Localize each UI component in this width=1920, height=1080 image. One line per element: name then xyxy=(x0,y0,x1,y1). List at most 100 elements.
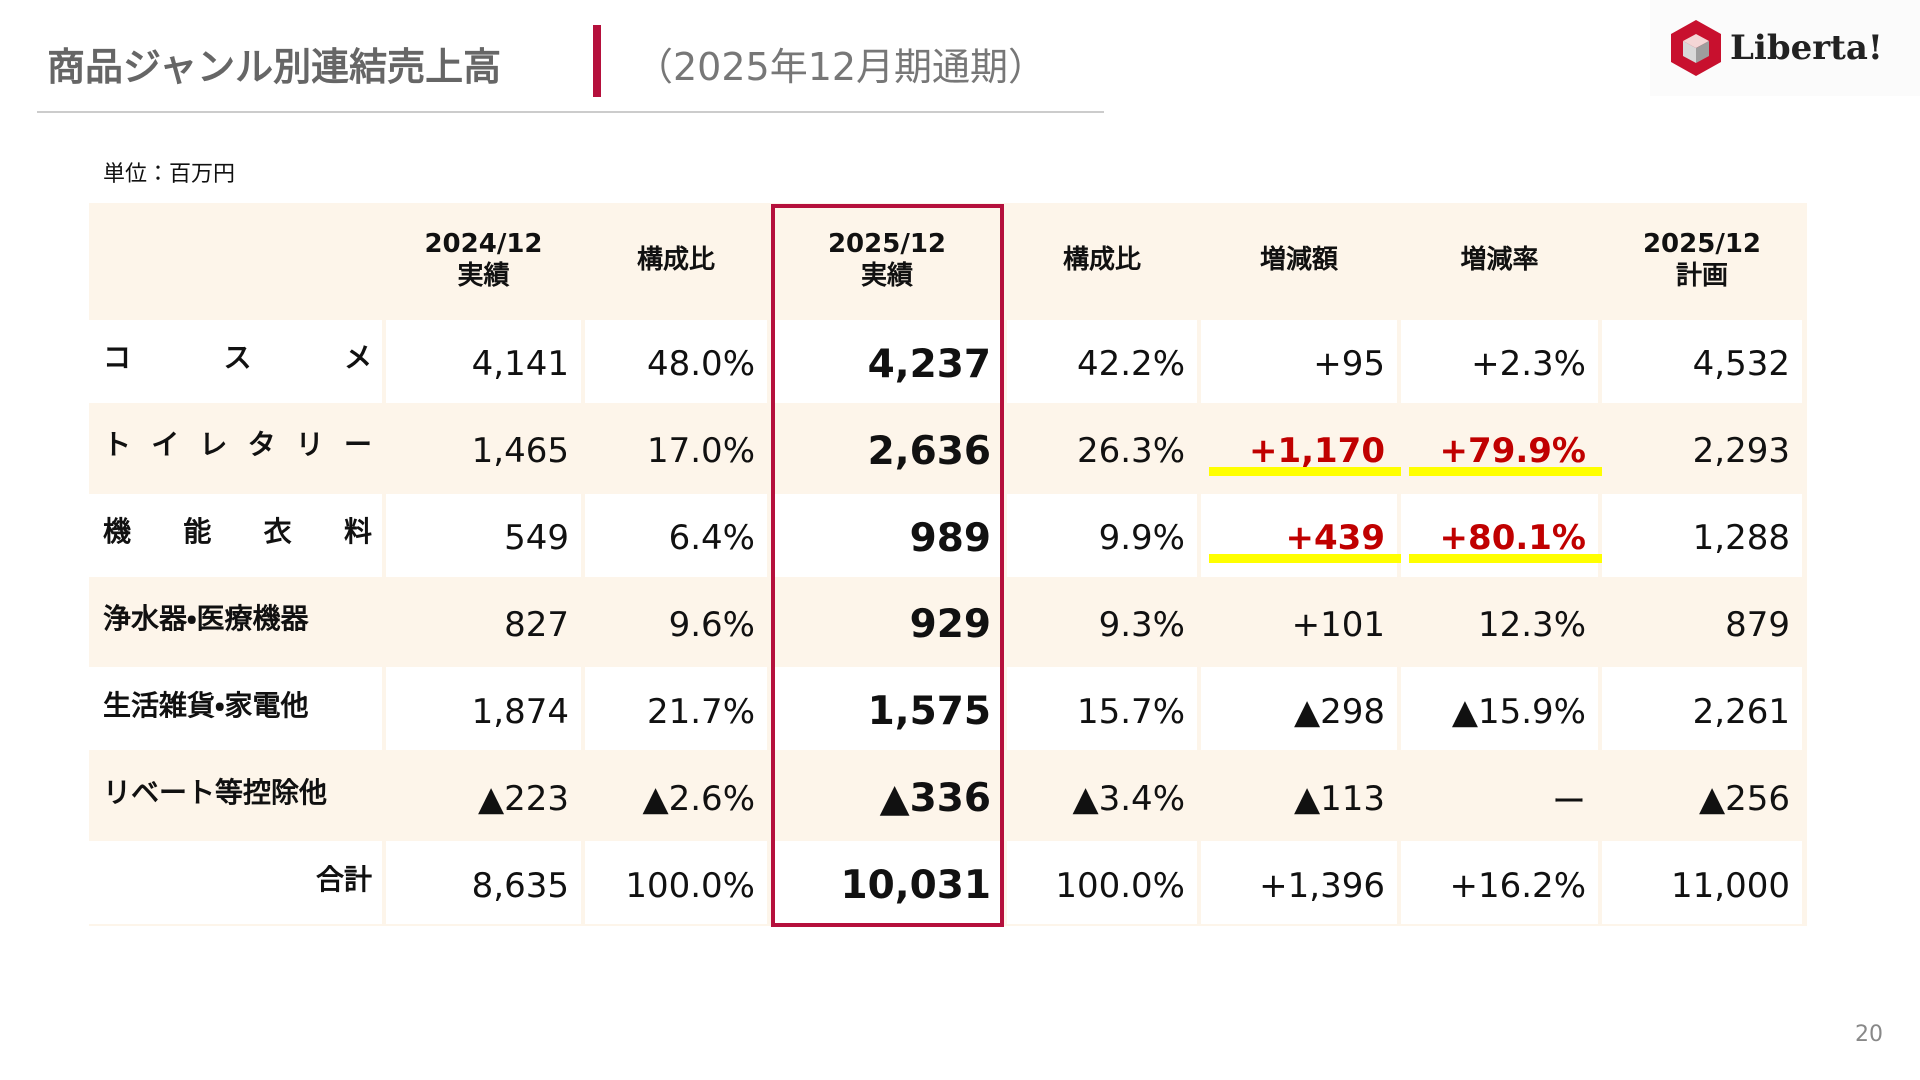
table-cell: +439 xyxy=(1201,493,1403,577)
cell-text: ▲113 xyxy=(1293,778,1385,819)
header-text: 2025/12 xyxy=(1642,229,1762,260)
row-label: 合計 xyxy=(89,841,382,924)
table-cell: 6.4% xyxy=(585,493,767,577)
cell-text: 合計 xyxy=(315,862,372,896)
table-cell: ▲298 xyxy=(1201,667,1397,751)
title-bar xyxy=(593,25,601,97)
row-label: 機能衣料 xyxy=(89,493,382,577)
cell-text: 827 xyxy=(504,604,569,645)
table-cell: ▲256 xyxy=(1602,754,1802,838)
table-cell: 989 xyxy=(771,493,1003,577)
table-cell: +79.9% xyxy=(1401,406,1604,490)
table-cell: +2.3% xyxy=(1401,320,1598,403)
cell-text: 549 xyxy=(504,518,569,559)
table-cell: 2,261 xyxy=(1602,667,1802,751)
table-cell: 879 xyxy=(1602,580,1802,664)
header-cell: 構成比 xyxy=(1007,205,1197,316)
header-cell xyxy=(89,205,382,316)
header-text: 構成比 xyxy=(1062,244,1141,275)
table-cell: ▲336 xyxy=(771,754,1003,838)
table-cell: 12.3% xyxy=(1401,580,1598,664)
cell-text: 9.3% xyxy=(1098,604,1185,645)
cell-text: +439 xyxy=(1285,518,1385,559)
table-cell: +101 xyxy=(1201,580,1397,664)
table-cell: 9.6% xyxy=(585,580,767,664)
cell-text: 1,575 xyxy=(867,689,991,735)
cell-text: +1,396 xyxy=(1259,865,1385,906)
table-cell: 827 xyxy=(386,580,581,664)
cell-text: +2.3% xyxy=(1471,344,1586,385)
table-cell: ▲113 xyxy=(1201,754,1397,838)
table-cell: +95 xyxy=(1201,320,1397,403)
table-cell: 1,874 xyxy=(386,667,581,751)
cell-text: 42.2% xyxy=(1076,344,1185,385)
cell-text: 2,293 xyxy=(1692,431,1790,472)
title-rule xyxy=(37,111,1104,113)
cell-text: 15.7% xyxy=(1076,691,1185,732)
cell-text: 浄水器・医療機器 xyxy=(103,601,309,635)
cell-text: 9.6% xyxy=(668,604,755,645)
row-label: 生活雑貨・家電他 xyxy=(89,667,382,751)
table-cell: 1,465 xyxy=(386,406,581,490)
cell-text: ▲336 xyxy=(879,776,991,822)
table-cell: 17.0% xyxy=(585,406,767,490)
table-cell: 2,293 xyxy=(1602,406,1802,490)
cell-text: 4,141 xyxy=(471,344,569,385)
cell-text: 4,237 xyxy=(867,341,991,387)
cell-text: +1,170 xyxy=(1248,431,1385,472)
header-text: 計画 xyxy=(1675,260,1728,291)
table-cell: ー xyxy=(1401,754,1598,838)
cell-text: +16.2% xyxy=(1449,865,1587,906)
table-cell: +16.2% xyxy=(1401,841,1598,924)
cell-text: +80.1% xyxy=(1439,518,1586,559)
cell-text: ▲256 xyxy=(1698,778,1790,819)
cell-text: ▲223 xyxy=(477,778,569,819)
logo: Liberta! xyxy=(1650,0,1920,96)
cell-text: ▲2.6% xyxy=(642,778,755,819)
cell-text: 10,031 xyxy=(840,863,992,909)
cell-text: 9.9% xyxy=(1098,518,1185,559)
table-cell: +1,396 xyxy=(1201,841,1397,924)
cell-text: ▲298 xyxy=(1293,691,1385,732)
cell-text: 2,261 xyxy=(1692,691,1790,732)
table-cell: 9.9% xyxy=(1007,493,1197,577)
cell-text: コスメ xyxy=(103,341,372,375)
cell-text: リベート等控除他 xyxy=(103,775,328,809)
cell-text: 1,874 xyxy=(471,691,569,732)
table-cell: 100.0% xyxy=(585,841,767,924)
table-cell: ▲2.6% xyxy=(585,754,767,838)
cell-text: 11,000 xyxy=(1671,865,1790,906)
header-cell: 2025/12 計画 xyxy=(1602,205,1802,316)
cell-text: +95 xyxy=(1313,344,1385,385)
header-text: 実績 xyxy=(860,260,913,291)
cell-text: 機能衣料 xyxy=(103,515,372,549)
page-number: 20 xyxy=(1855,1022,1883,1047)
cell-text: 4,532 xyxy=(1692,344,1790,385)
cell-text: +79.9% xyxy=(1439,431,1586,472)
table-cell: ▲3.4% xyxy=(1007,754,1197,838)
header-cell: 2025/12 実績 xyxy=(771,205,1003,316)
table-cell: 4,237 xyxy=(771,320,1003,403)
table-cell: 929 xyxy=(771,580,1003,664)
table-cell: 10,031 xyxy=(771,841,1003,924)
cell-text: 929 xyxy=(909,602,991,648)
table-cell: ▲223 xyxy=(386,754,581,838)
row-label: トイレタリー xyxy=(89,406,382,490)
title: 商品ジャンル別連結売上高 xyxy=(47,45,502,89)
unit-note: 単位：百万円 xyxy=(103,162,236,187)
subtitle: （2025年12月期通期） xyxy=(635,45,1047,89)
table-cell: 11,000 xyxy=(1602,841,1802,924)
logo-icon xyxy=(1671,20,1721,76)
table-cell: 2,636 xyxy=(771,406,1003,490)
table-cell: 42.2% xyxy=(1007,320,1197,403)
cell-text: 100.0% xyxy=(625,865,755,906)
cell-text: 17.0% xyxy=(646,431,755,472)
header-cell: 2024/12 実績 xyxy=(386,205,581,316)
header-text: 実績 xyxy=(457,260,510,291)
cell-text: ▲3.4% xyxy=(1072,778,1185,819)
table-cell: 8,635 xyxy=(386,841,581,924)
header-text: 2025/12 xyxy=(827,229,947,260)
cell-text: ー xyxy=(1552,782,1586,823)
